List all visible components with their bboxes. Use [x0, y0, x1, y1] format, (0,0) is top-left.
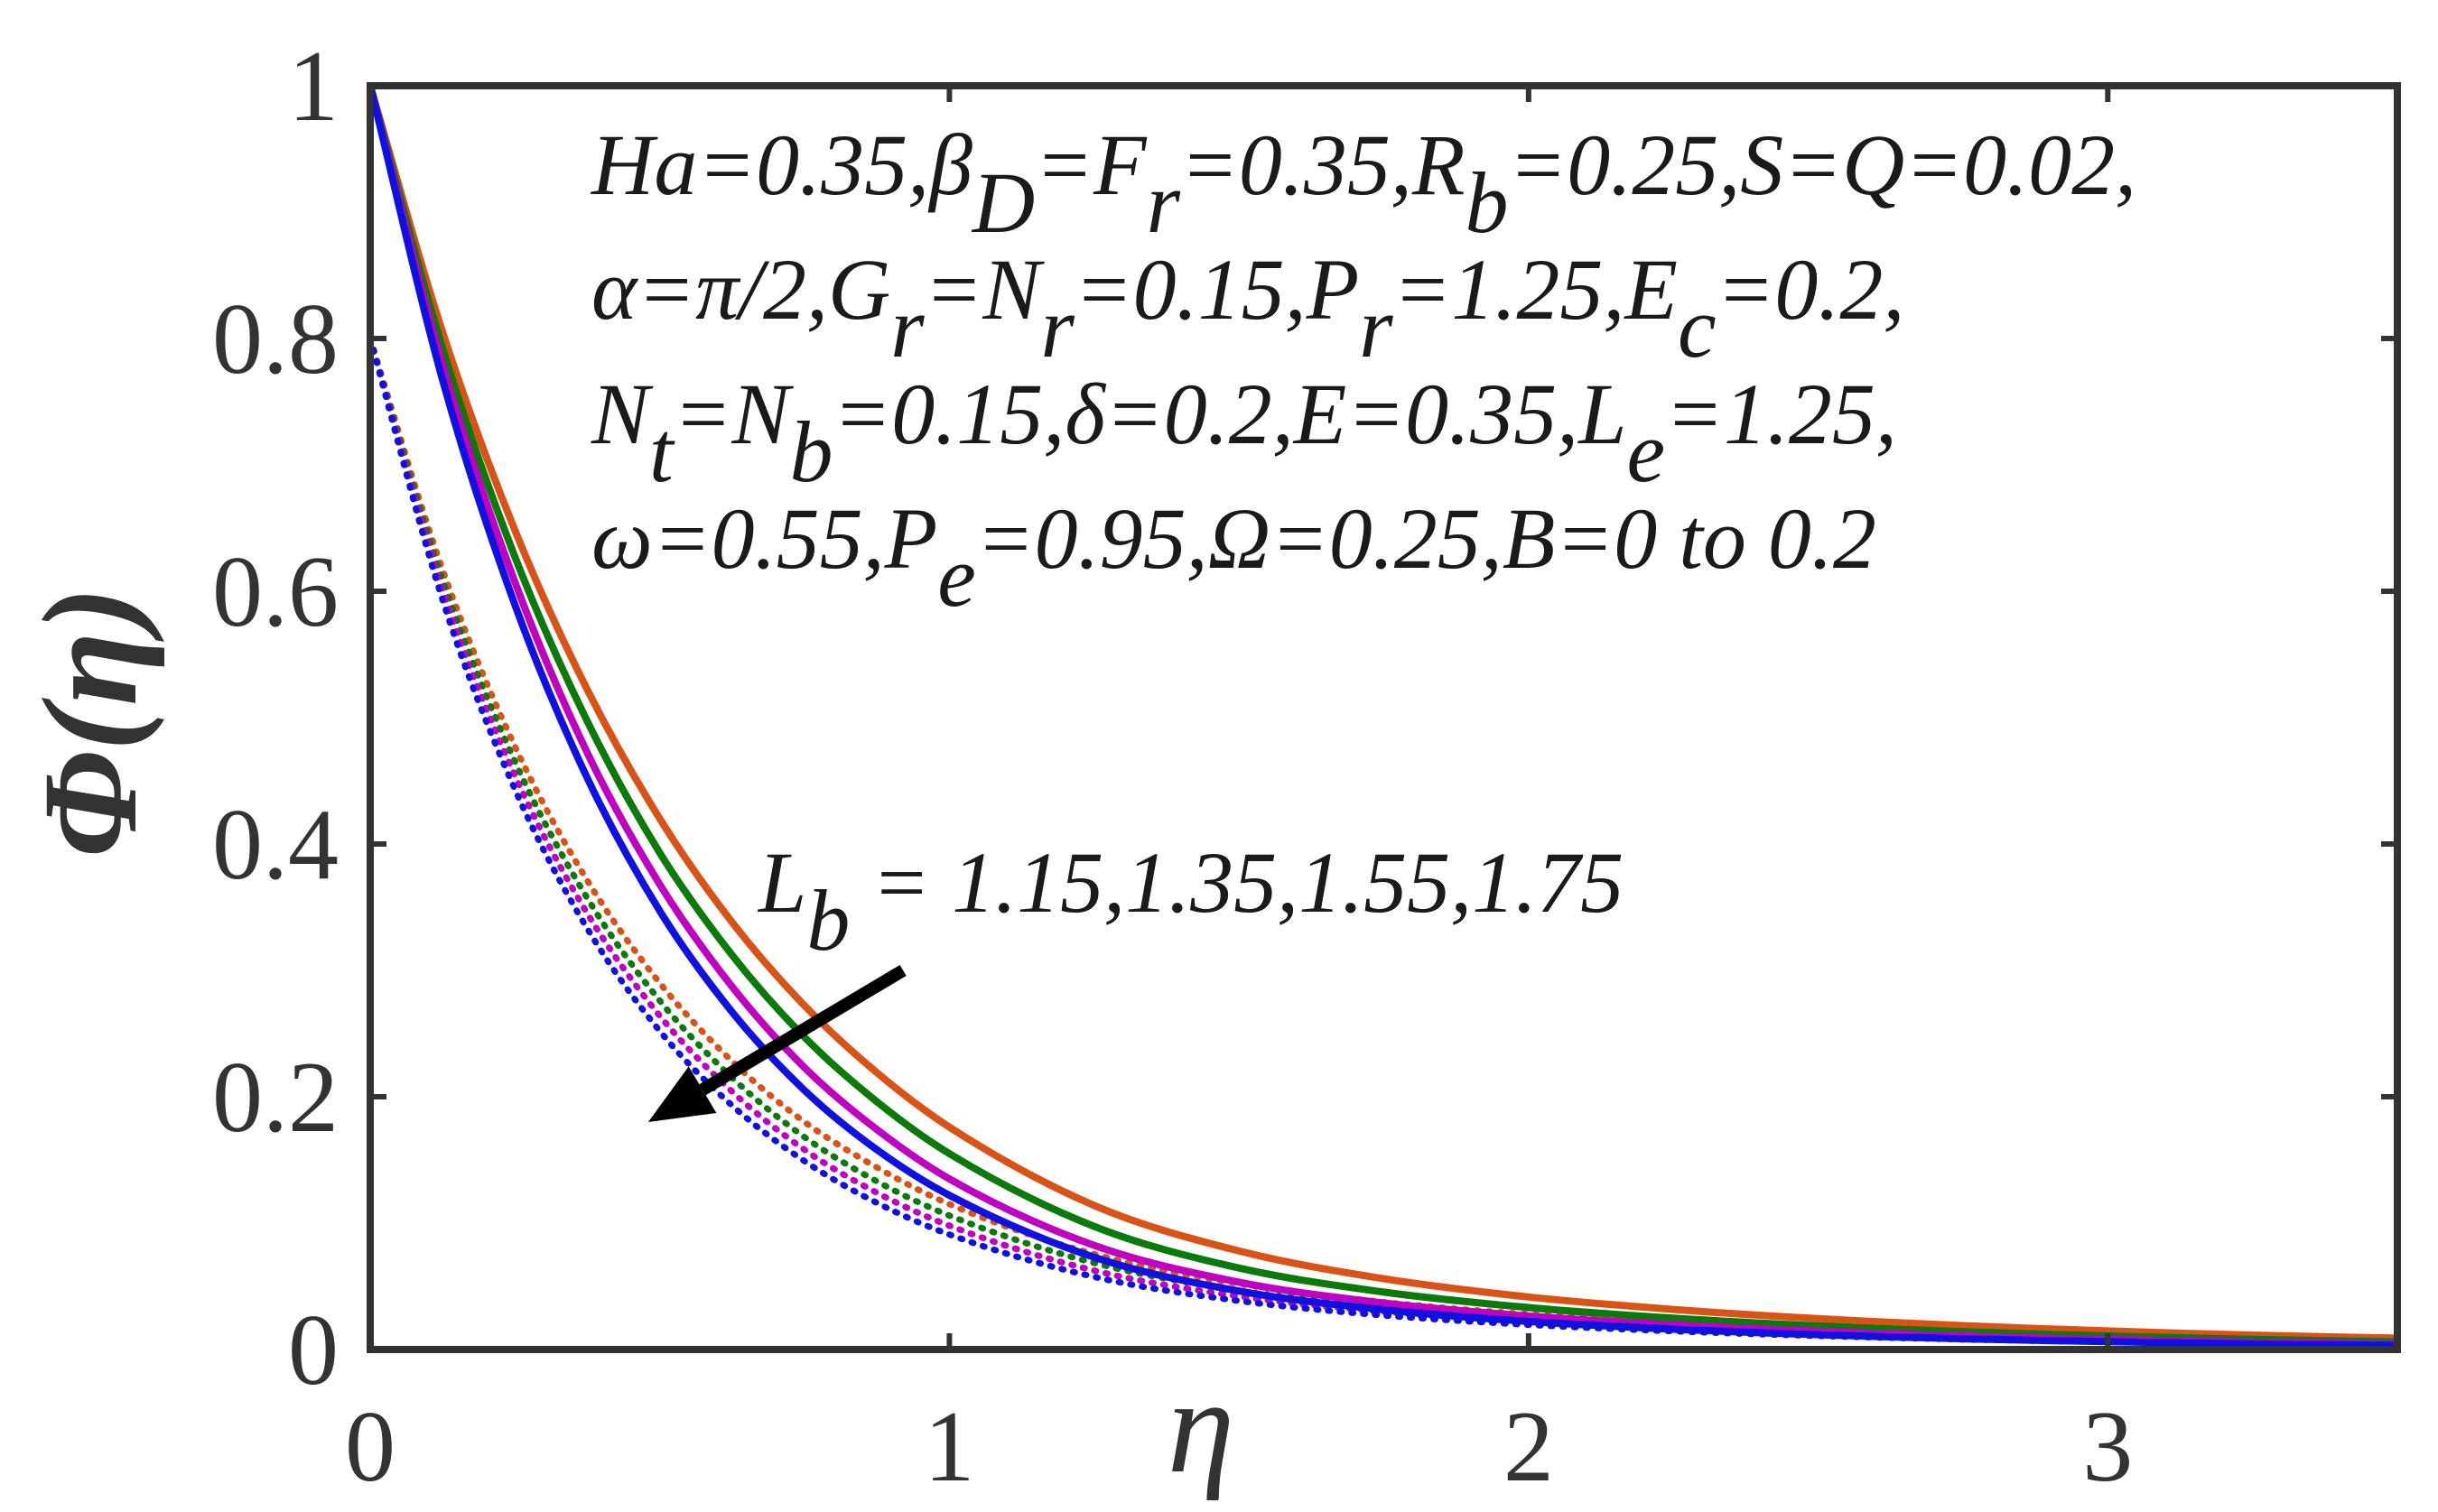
arrow-shaft [699, 964, 907, 1096]
x-axis-label: η [1168, 1351, 1234, 1501]
y-tick-label: 0.4 [212, 789, 339, 901]
series-line-green-solid [367, 82, 2401, 1346]
y-tick-label: 1 [288, 31, 339, 143]
parameter-annotation: Ha=0.35,βD=Fr=0.35,Rb=0.25,S=Q=0.02,α=π/… [590, 116, 2136, 625]
y-tick-label: 0.8 [212, 283, 339, 395]
parameter-line-3: Nt=Nb=0.15,δ=0.2,E=0.35,Le=1.25, [591, 366, 1897, 500]
parameter-line-1: Ha=0.35,βD=Fr=0.35,Rb=0.25,S=Q=0.02, [590, 116, 2136, 251]
x-tick-label: 2 [1503, 1391, 1554, 1503]
y-tick-label: 0.6 [212, 536, 339, 648]
parameter-line-4: ω=0.55,Pe=0.95,Ω=0.25,B=0 to 0.2 [591, 490, 1876, 625]
y-axis-label: Φ(η) [15, 587, 165, 858]
x-tick-label: 3 [2082, 1391, 2133, 1503]
plot-frame [367, 82, 2401, 1353]
arrow-head [647, 1066, 717, 1122]
tick-labels: 0 1 2 3 0 0.2 0.4 0.6 0.8 1 [212, 31, 2133, 1503]
y-tick-label: 0 [288, 1294, 339, 1406]
y-tick-label: 0.2 [212, 1042, 339, 1154]
x-tick-label: 1 [924, 1391, 974, 1503]
series-line-green-dotted [367, 335, 2401, 1348]
lb-annotation: Lb = 1.15,1.35,1.55,1.75 [757, 834, 1624, 969]
series-line-orange-solid [367, 82, 2401, 1342]
trend-arrow-layer [647, 964, 907, 1122]
x-tick-label: 0 [345, 1391, 395, 1503]
curves-layer [367, 82, 2401, 1350]
lb-values-label: Lb = 1.15,1.35,1.55,1.75 [757, 834, 1624, 969]
parameter-line-2: α=π/2,Gr=Nr=0.15,Pr=1.25,Ec=0.2, [591, 241, 1904, 376]
series-line-blue-solid [367, 82, 2401, 1350]
tick-marks [368, 83, 2397, 1352]
